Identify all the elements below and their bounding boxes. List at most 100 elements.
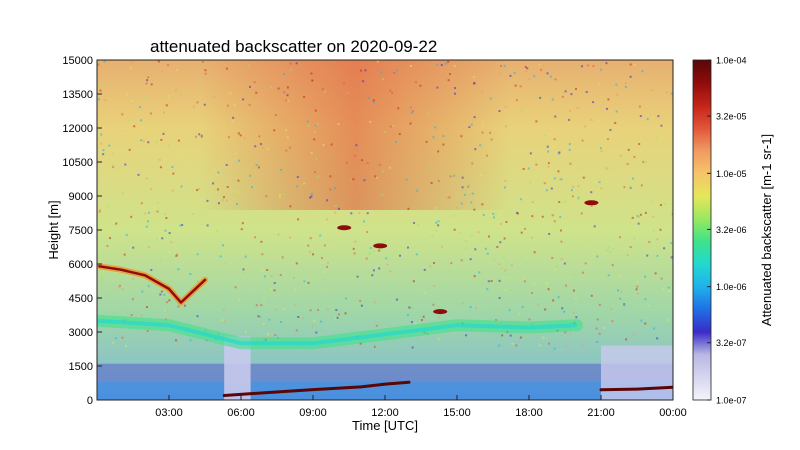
noise-speck (354, 170, 357, 173)
noise-speck (522, 167, 525, 170)
noise-speck (519, 85, 522, 88)
noise-speck (100, 279, 103, 282)
noise-speck (123, 309, 126, 312)
noise-speck (262, 297, 265, 300)
noise-speck (226, 186, 229, 189)
noise-speck (285, 129, 288, 132)
noise-speck (636, 214, 639, 217)
noise-speck (310, 192, 313, 195)
noise-speck (342, 220, 345, 223)
noise-speck (435, 229, 438, 232)
noise-speck (455, 206, 458, 209)
noise-speck (334, 317, 337, 320)
noise-speck (572, 289, 575, 292)
aerosol-layer-core (97, 318, 578, 346)
noise-speck (363, 179, 366, 182)
x-tick-label: 21:00 (587, 407, 615, 419)
noise-speck (270, 86, 273, 89)
noise-speck (481, 90, 484, 93)
noise-speck (224, 262, 227, 265)
noise-speck (405, 178, 408, 181)
noise-speck (231, 120, 234, 123)
noise-speck (594, 181, 597, 184)
noise-speck (626, 163, 629, 166)
noise-speck (489, 97, 492, 100)
noise-speck (262, 322, 265, 325)
y-tick-label: 3000 (69, 327, 93, 339)
noise-speck (206, 199, 209, 202)
noise-speck (147, 246, 150, 249)
x-tick-label: 18:00 (515, 407, 543, 419)
noise-speck (213, 95, 216, 98)
noise-speck (616, 94, 619, 97)
noise-speck (535, 163, 538, 166)
noise-speck (98, 210, 101, 213)
noise-speck (213, 168, 216, 171)
noise-speck (269, 288, 272, 291)
noise-speck (414, 322, 417, 325)
noise-speck (334, 187, 337, 190)
noise-speck (167, 144, 170, 147)
noise-speck (255, 91, 258, 94)
noise-speck (500, 209, 503, 212)
noise-speck (279, 274, 282, 277)
noise-speck (564, 90, 567, 93)
noise-speck (486, 154, 489, 157)
noise-speck (297, 315, 300, 318)
noise-speck (273, 129, 276, 132)
y-tick-label: 9000 (69, 191, 93, 203)
noise-speck (277, 87, 280, 90)
noise-speck (146, 220, 149, 223)
noise-speck (463, 193, 466, 196)
noise-speck (322, 270, 325, 273)
noise-speck (295, 262, 298, 265)
noise-speck (636, 292, 639, 295)
noise-speck (273, 289, 276, 292)
noise-speck (192, 212, 195, 215)
noise-speck (337, 123, 340, 126)
noise-speck (503, 64, 506, 67)
noise-speck (383, 131, 386, 134)
y-tick-label: 12000 (62, 123, 93, 135)
noise-speck (488, 235, 491, 238)
noise-speck (472, 76, 475, 79)
noise-speck (619, 154, 622, 157)
noise-speck (585, 90, 588, 93)
colorbar-tick-label: 1.0e-07 (716, 396, 747, 406)
noise-speck (416, 189, 419, 192)
noise-speck (611, 320, 614, 323)
noise-speck (423, 268, 426, 271)
noise-speck (147, 285, 150, 288)
noise-speck (275, 308, 278, 311)
noise-speck (313, 171, 316, 174)
noise-speck (453, 92, 456, 95)
noise-speck (465, 247, 468, 250)
noise-speck (465, 334, 468, 337)
noise-speck (590, 118, 593, 121)
noise-speck (551, 98, 554, 101)
noise-speck (225, 199, 228, 202)
noise-speck (260, 240, 263, 243)
noise-speck (266, 269, 269, 272)
noise-speck (590, 294, 593, 297)
noise-speck (199, 84, 202, 87)
noise-speck (310, 72, 313, 75)
noise-speck (410, 321, 413, 324)
noise-speck (226, 104, 229, 107)
noise-speck (573, 273, 576, 276)
noise-speck (315, 124, 318, 127)
noise-speck (452, 214, 455, 217)
noise-speck (520, 109, 523, 112)
noise-speck (630, 186, 633, 189)
noise-speck (373, 199, 376, 202)
noise-speck (160, 70, 163, 73)
noise-speck (526, 262, 529, 265)
noise-speck (308, 250, 311, 253)
noise-speck (544, 308, 547, 311)
noise-speck (257, 166, 260, 169)
noise-speck (577, 196, 580, 199)
noise-speck (459, 232, 462, 235)
noise-speck (413, 221, 416, 224)
noise-speck (263, 275, 266, 278)
noise-speck (149, 129, 152, 132)
